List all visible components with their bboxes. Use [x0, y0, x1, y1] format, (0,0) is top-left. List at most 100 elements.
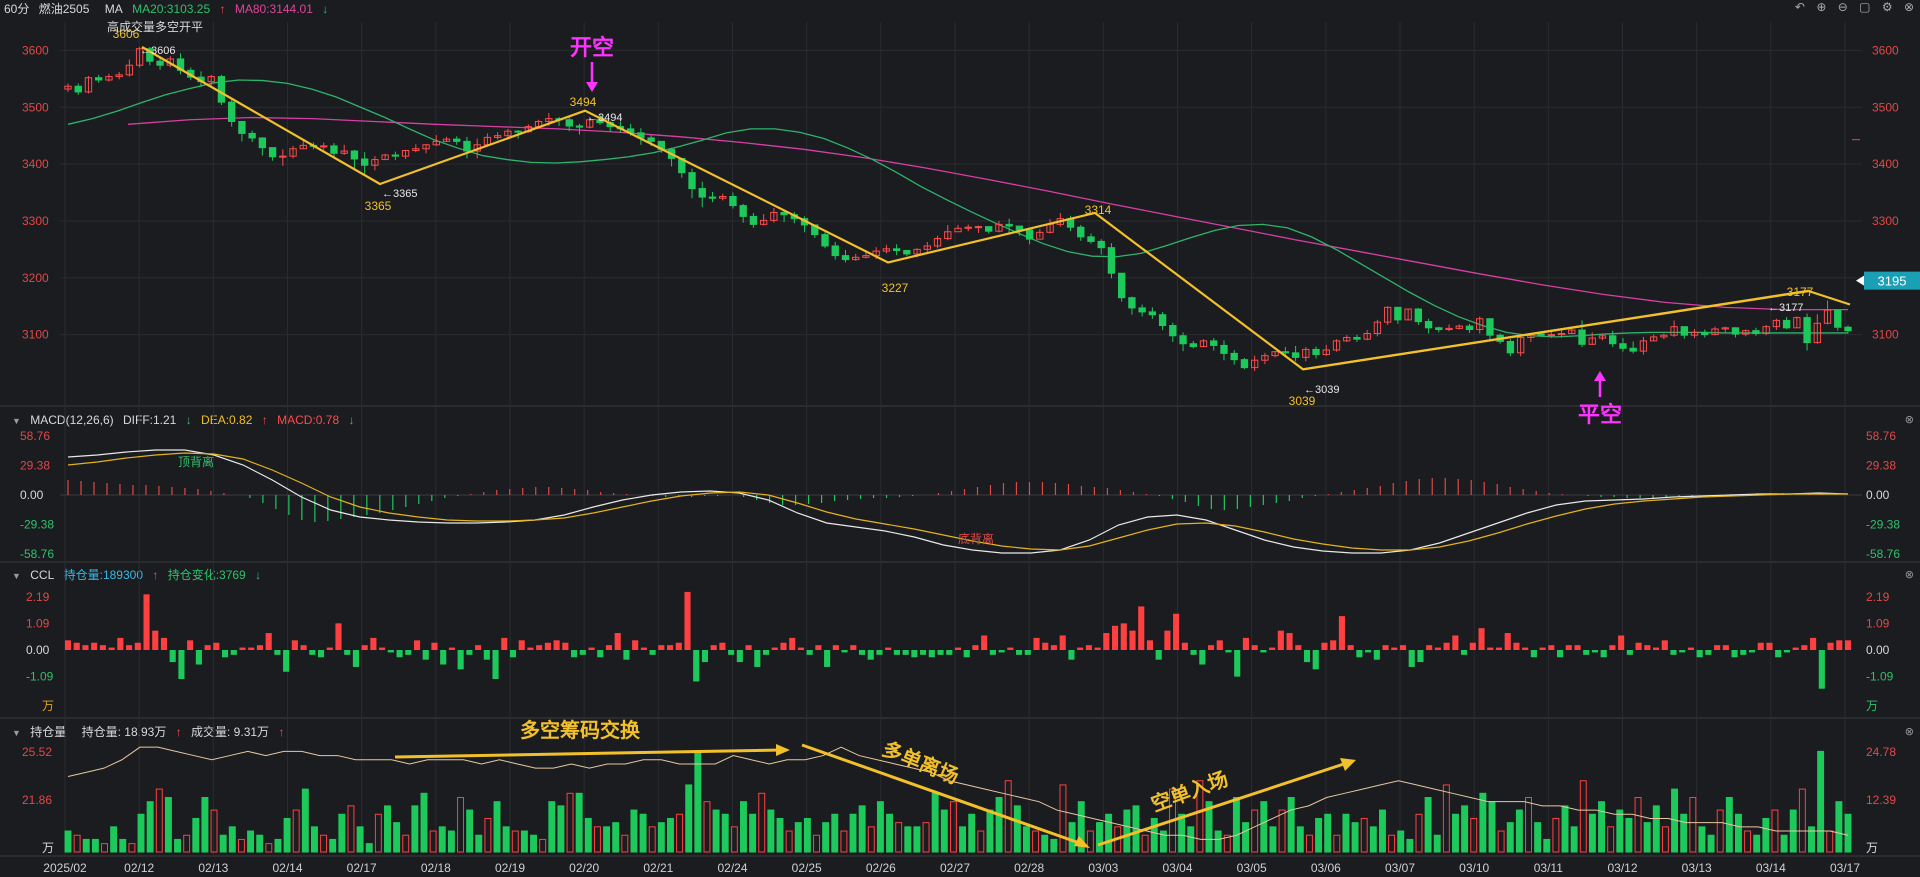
candle: [1107, 247, 1116, 274]
volume-bar: [876, 801, 884, 853]
candle: [1793, 317, 1801, 329]
volume-bar: [91, 838, 99, 853]
vol-oi: 持仓量: 18.93万: [81, 725, 167, 739]
ccl-bar: [309, 650, 316, 655]
volume-bar: [146, 801, 154, 853]
period-label[interactable]: 60分: [4, 2, 30, 16]
zoom-in-icon[interactable]: ⊕: [1816, 0, 1827, 14]
volume-bar: [365, 843, 373, 853]
volume-bar: [1305, 834, 1313, 853]
zoom-out-icon[interactable]: ⊖: [1837, 0, 1848, 14]
collapse-triangle-icon[interactable]: ▼: [12, 728, 21, 738]
candle: [1220, 344, 1228, 354]
close-panel-icon[interactable]: ⊗: [1904, 414, 1914, 426]
volume-bar: [886, 813, 894, 853]
close-panel-icon[interactable]: ⊗: [1904, 569, 1914, 581]
volume-bar: [320, 834, 328, 853]
ccl-bar: [1016, 650, 1023, 655]
volume-bar: [356, 826, 364, 853]
ccl-bar: [1277, 630, 1284, 650]
x-tick-label: 03/06: [1311, 861, 1341, 875]
ccl-bar: [1740, 650, 1747, 655]
volume-bar: [1260, 801, 1268, 853]
symbol-label[interactable]: 燃油2505: [38, 2, 90, 16]
x-tick-label: 02/17: [347, 861, 377, 875]
x-tick-label: 02/21: [643, 861, 673, 875]
candle: [432, 140, 440, 146]
candle: [1701, 331, 1709, 336]
ccl-title[interactable]: CCL: [30, 568, 55, 582]
vol-tick-right: 12.39: [1866, 793, 1896, 807]
collapse-triangle-icon[interactable]: ▼: [12, 416, 21, 426]
volume-bar: [694, 750, 702, 853]
collapse-triangle-icon[interactable]: ▼: [12, 571, 21, 581]
ccl-bar: [64, 640, 72, 650]
candle: [146, 48, 154, 62]
vol-title[interactable]: 持仓量: [30, 725, 67, 739]
candle: [1087, 236, 1095, 242]
ccl-bar: [1269, 647, 1276, 650]
candle: [1210, 340, 1218, 346]
ccl-bar: [963, 650, 970, 658]
volume-bar: [1041, 834, 1049, 853]
ma-label: MA: [104, 2, 123, 16]
settings-icon[interactable]: ⚙: [1881, 0, 1893, 14]
ccl-bar: [858, 650, 866, 655]
open-short-arrow-head: [586, 82, 598, 92]
ccl-bar: [1242, 637, 1249, 650]
volume-bar: [511, 830, 519, 853]
volume-bar: [1050, 838, 1058, 853]
ccl-bar: [248, 647, 255, 650]
volume-bar: [1734, 813, 1742, 853]
up-arrow-icon: ↑: [261, 413, 268, 427]
ccl-bar: [667, 645, 674, 650]
volume-bar: [1625, 817, 1633, 853]
ccl-bar: [152, 630, 159, 650]
candle: [1772, 319, 1781, 328]
volume-bar: [621, 834, 629, 853]
candle: [770, 211, 778, 221]
volume-bar: [457, 796, 464, 853]
vol-tick-left: 21.86: [22, 793, 52, 807]
volume-bar: [785, 830, 793, 853]
candle: [903, 250, 911, 255]
close-icon[interactable]: ⊗: [1903, 0, 1914, 14]
volume-bar: [374, 813, 382, 853]
macd-title[interactable]: MACD(12,26,6): [30, 413, 114, 427]
ccl-bar: [1365, 650, 1372, 653]
ccl-bar: [902, 650, 909, 655]
ccl-bar: [265, 633, 272, 650]
volume-bar: [1525, 796, 1532, 853]
candle: [586, 119, 594, 128]
ccl-bar: [1321, 642, 1328, 650]
ccl-bar: [946, 650, 953, 655]
macd-tick-right: 29.38: [1866, 459, 1896, 473]
ccl-bar: [1635, 642, 1642, 650]
ccl-bar: [745, 645, 752, 650]
candle: [493, 135, 502, 138]
ccl-bar: [754, 650, 761, 667]
ccl-bar: [387, 650, 394, 653]
price-tick-left: 3500: [22, 100, 49, 114]
ccl-bar: [169, 650, 176, 663]
ccl-bar: [841, 650, 848, 653]
volume-bar: [1753, 834, 1761, 853]
candle: [913, 248, 921, 255]
candle: [1250, 359, 1259, 369]
ccl-bar: [1434, 647, 1441, 650]
volume-bar: [1607, 826, 1615, 853]
down-arrow-icon: ↓: [255, 568, 262, 582]
candle: [1128, 297, 1136, 309]
ccl-bar: [370, 637, 377, 650]
volume-bar: [247, 830, 255, 853]
volume-bar: [1762, 817, 1770, 853]
candle: [1148, 311, 1157, 316]
volume-bar: [1415, 813, 1423, 853]
ccl-bar: [1330, 640, 1337, 650]
undo-icon[interactable]: ↶: [1794, 0, 1805, 14]
price-tick-left: 3400: [22, 157, 49, 171]
volume-bar: [110, 826, 118, 853]
close-panel-icon[interactable]: ⊗: [1904, 726, 1914, 738]
window-icon[interactable]: ▢: [1859, 0, 1871, 14]
